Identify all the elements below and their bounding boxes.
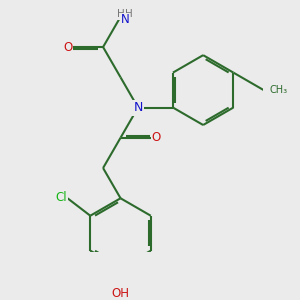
Text: H: H	[125, 9, 133, 19]
Text: Cl: Cl	[56, 190, 67, 203]
Text: N: N	[120, 13, 129, 26]
Text: O: O	[64, 40, 73, 54]
Text: O: O	[151, 131, 160, 144]
Text: H: H	[117, 9, 124, 19]
Text: OH: OH	[112, 287, 130, 300]
Text: CH₃: CH₃	[270, 85, 288, 95]
Text: N: N	[133, 101, 143, 114]
